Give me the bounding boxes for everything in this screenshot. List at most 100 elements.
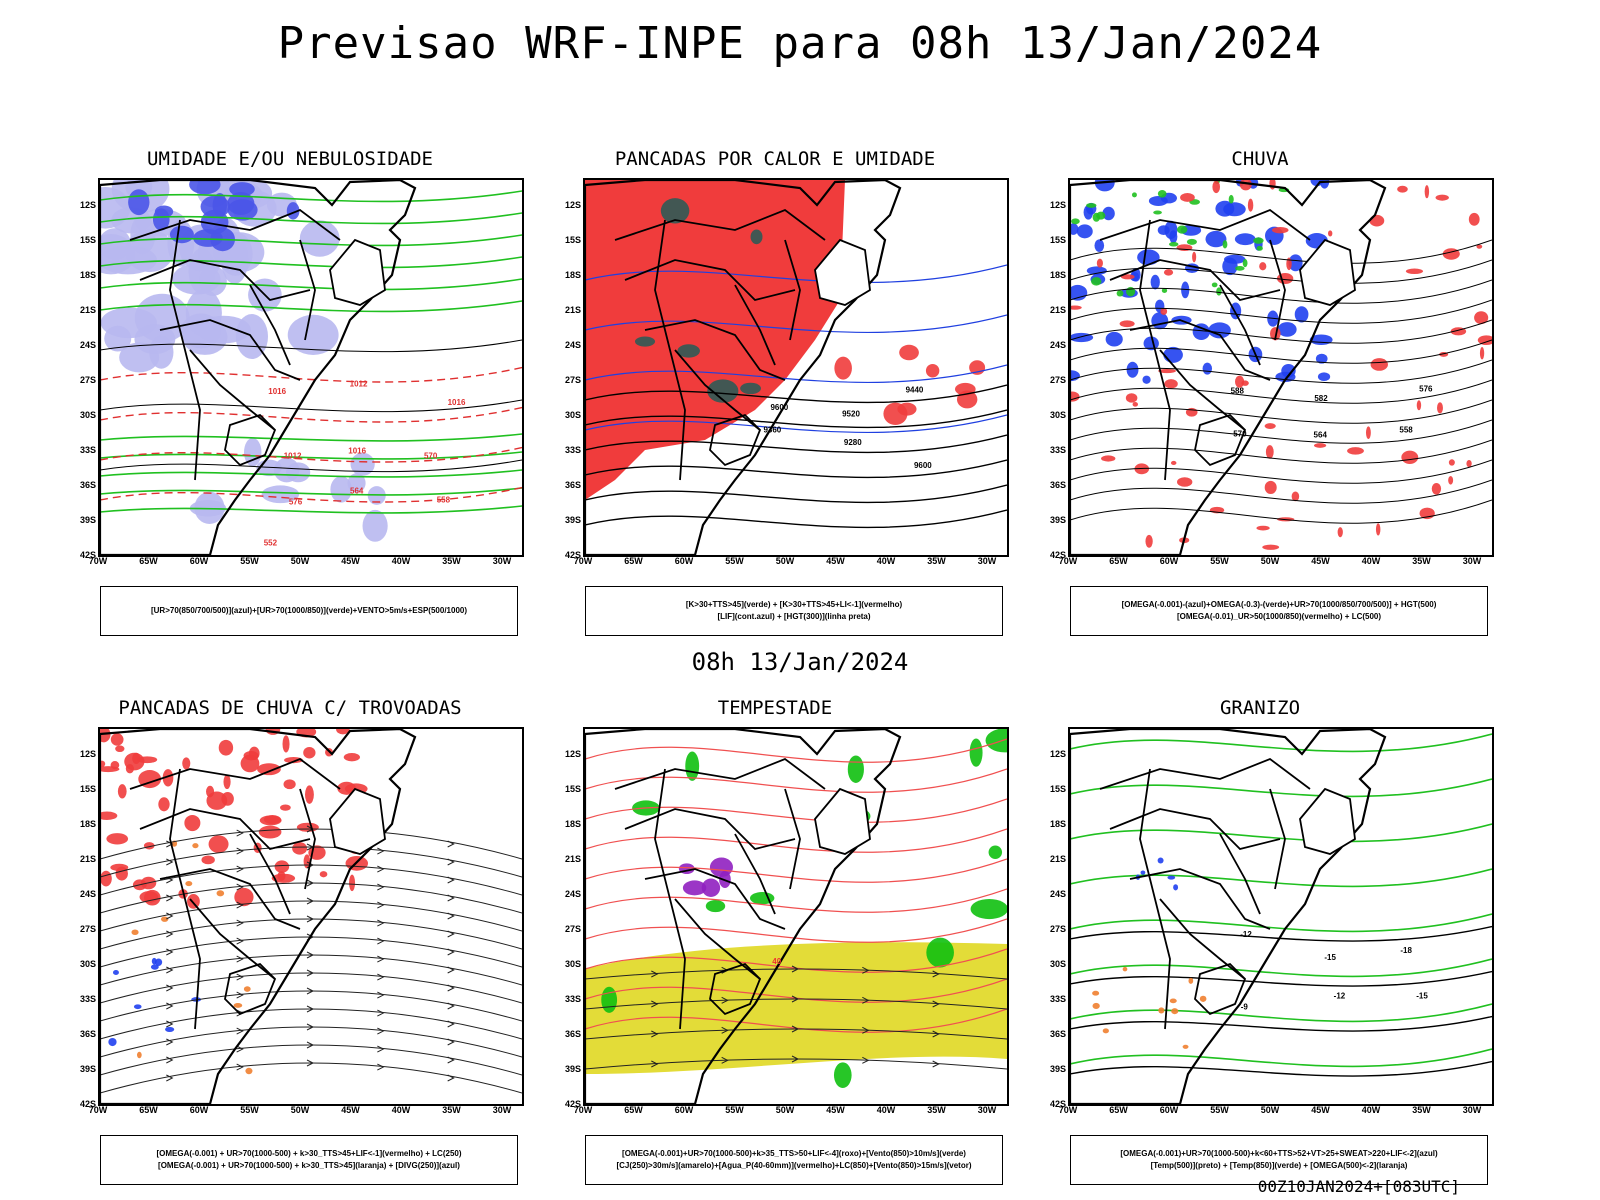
thickness-red-contour [100, 446, 522, 463]
lat-tick-label: 42S [1049, 550, 1066, 560]
divg-blue-area [112, 970, 119, 975]
omega-blue-area [1164, 220, 1178, 240]
storm-red-area [234, 887, 254, 907]
wind-arrow [447, 912, 455, 920]
convective-red-area [954, 382, 976, 396]
wind-arrow [236, 901, 244, 909]
contour-label: 1016 [348, 446, 366, 455]
state-border [1219, 284, 1261, 366]
storm-red-area [304, 785, 314, 804]
omega-green-area [1228, 194, 1234, 204]
storm-red-area [221, 792, 234, 806]
lat-tick-label: 18S [1049, 270, 1066, 280]
wind-arrow [306, 951, 315, 959]
omega-green-area [1216, 287, 1222, 296]
temp500-contour [1070, 970, 1492, 987]
panel-title: GRANIZO [1219, 697, 1301, 719]
country-border [709, 962, 762, 1016]
map-area[interactable]: 1016 1012 1016 1012 1016 570 576 564 558 552 [98, 178, 524, 557]
wind-arrow [236, 919, 244, 927]
storm-red-area [110, 863, 129, 872]
lon-tick-label: 50W [1260, 556, 1280, 566]
wind-arrow [236, 847, 244, 855]
humidity-blue-area [149, 335, 174, 369]
hgt-contour [1070, 479, 1492, 504]
omega-green-area [1186, 238, 1197, 245]
streamline [100, 882, 522, 914]
country-border [709, 413, 762, 467]
omega-green-area [1131, 192, 1137, 198]
temp850-green-contour [1070, 913, 1492, 933]
wind-green-area [750, 891, 775, 905]
contour-label: 1016 [268, 387, 286, 396]
panel-title: UMIDADE E/OU NEBULOSIDADE [147, 148, 433, 170]
state-border [674, 349, 761, 431]
map-area[interactable]: -12 -15 -18 -9 -12 -15 [1068, 727, 1494, 1106]
omega-red-area [1120, 274, 1135, 280]
wind-arrow [377, 1027, 385, 1035]
contour-label: 9600 [770, 403, 788, 412]
storm-orange-area [243, 986, 251, 992]
humidity-dark-area [169, 225, 194, 244]
map-area[interactable]: 9600 9520 9440 9360 9280 9600 [583, 178, 1009, 557]
omega-red-area [1424, 185, 1430, 199]
map-area[interactable]: 40 [583, 727, 1009, 1106]
wind-arrow [236, 829, 244, 837]
panel-pancadas-trovoadas: PANCADAS DE CHUVA C/ TROVOADAS [OMEGA(-0… [50, 697, 530, 1185]
wind-arrow [236, 883, 244, 891]
storm-red-area [100, 811, 118, 820]
convective-green-area [750, 229, 763, 245]
lon-tick-label: 55W [240, 1105, 259, 1115]
state-border [169, 768, 201, 1030]
panel-title: TEMPESTADE [717, 697, 833, 719]
lat-tick-label: 39S [79, 1064, 96, 1074]
lat-tick-label: 36S [564, 480, 581, 490]
omega-blue-area [1150, 274, 1160, 290]
storm-red-area [187, 893, 200, 909]
lon-tick-label: 40W [391, 1105, 411, 1115]
wind-green-area [985, 729, 1007, 753]
humidity-blue-area [194, 491, 225, 525]
lat-tick-label: 18S [1049, 819, 1066, 829]
humidity-dark-area [128, 189, 150, 216]
wind-arrow [236, 937, 244, 945]
map-area[interactable]: 588 582 576 570 564 558 [1068, 178, 1494, 557]
lat-tick-label: 15S [1049, 235, 1066, 245]
lat-tick-label: 30S [1049, 410, 1066, 420]
omega-red-area [1119, 320, 1135, 328]
omega-red-area [1437, 402, 1443, 414]
wind-arrow [447, 840, 455, 848]
map-svg: 40 [585, 729, 1007, 1104]
map-area[interactable] [98, 727, 524, 1106]
wind-arrow [236, 1027, 244, 1035]
convective-red-area [834, 356, 852, 380]
wind-vector [585, 968, 1007, 980]
contour-label: 582 [1314, 394, 1328, 403]
wind-arrow [791, 1055, 800, 1063]
lat-tick-label: 24S [79, 889, 96, 899]
wind-arrow [447, 948, 455, 956]
wind-arrow [306, 825, 315, 833]
lon-tick-label: 50W [290, 556, 310, 566]
lat-tick-label: 30S [564, 959, 581, 969]
omega-orange-area [1182, 1044, 1189, 1049]
storm-red-area [100, 729, 111, 743]
humidity-dark-area [189, 180, 221, 195]
omega-red-area [1370, 358, 1388, 371]
coastline [1070, 180, 1387, 555]
state-border [1159, 898, 1246, 980]
lon-tick-label: 40W [1361, 1105, 1381, 1115]
contour-label: 564 [350, 486, 364, 495]
wind-arrow [651, 970, 659, 978]
convective-green-area [634, 336, 656, 347]
lat-tick-label: 21S [79, 854, 96, 864]
streamline [100, 954, 522, 986]
humidity-green-contour [100, 433, 522, 442]
storm-red-area [158, 797, 170, 812]
contour-label: 1016 [448, 398, 466, 407]
state-border [1129, 868, 1271, 930]
state-border [734, 833, 776, 915]
lon-tick-label: 30W [492, 556, 512, 566]
lc850-red-contour [585, 978, 1007, 1003]
lon-tick-label: 40W [876, 556, 896, 566]
